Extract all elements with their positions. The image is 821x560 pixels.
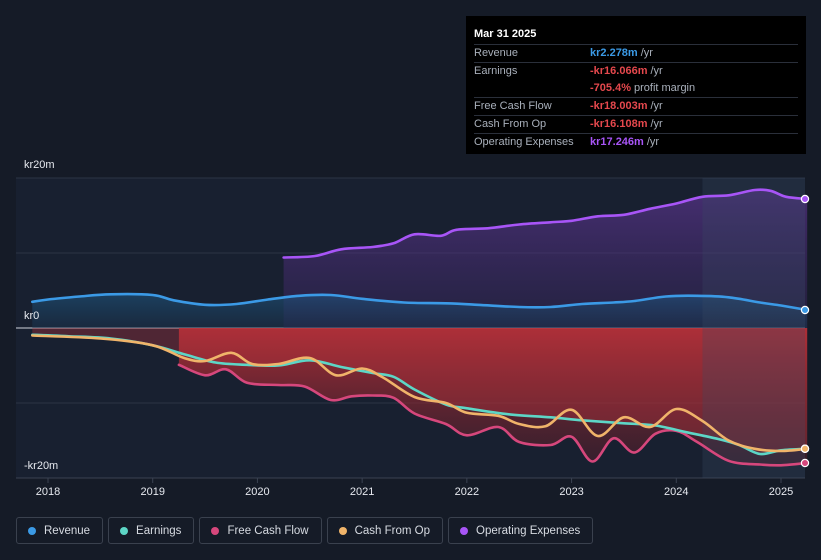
x-tick-label: 2022 [455,486,479,498]
legend-label: Free Cash Flow [227,524,309,537]
x-tick-label: 2020 [245,486,269,498]
tooltip-value: kr2.278m [590,47,638,59]
legend-label: Earnings [136,524,182,537]
end-marker-revenue [800,305,810,315]
forecast-region [702,178,805,478]
x-tick-label: 2023 [559,486,583,498]
opex-area [283,189,808,328]
y-tick-label-zero: kr0 [24,310,40,322]
legend-label: Operating Expenses [476,524,581,537]
tooltip-value: -kr18.003m [590,100,648,112]
end-marker-cash-from-op [800,444,810,453]
tooltip-value: -kr16.066m [590,65,648,77]
tooltip-row-earnings: Earnings -kr16.066m /yr [474,62,798,80]
tooltip-unit: /yr [646,136,660,148]
chart-legend: Revenue Earnings Free Cash Flow Cash Fro… [16,517,594,544]
legend-item-operating-expenses[interactable]: Operating Expenses [448,517,594,544]
x-tick-label: 2024 [664,486,688,498]
y-tick-label-top: kr20m [24,159,55,171]
free-cash-flow-area [178,328,808,466]
y-tick-label-bottom: -kr20m [24,460,59,472]
x-tick-label: 2021 [350,486,374,498]
tooltip-value: -kr16.108m [590,118,648,130]
tooltip-unit: /yr [650,118,663,130]
x-tick-label: 2025 [769,486,793,498]
legend-item-revenue[interactable]: Revenue [16,517,104,544]
series-line-operating-expenses [282,188,809,259]
tooltip-row-cash-from-op: Cash From Op -kr16.108m /yr [474,115,798,133]
tooltip-unit: /yr [640,47,653,59]
tooltip-value: kr17.246m [590,136,644,148]
tooltip-label: Free Cash Flow [474,100,552,112]
legend-dot-icon [338,526,347,535]
tooltip-unit: profit margin [633,82,696,94]
legend-label: Cash From Op [354,524,431,537]
end-marker-free-cash-flow [800,458,810,468]
tooltip-label: Earnings [474,65,518,77]
tooltip-date: Mar 31 2025 [474,28,537,40]
tooltip-label [474,80,590,97]
legend-item-free-cash-flow[interactable]: Free Cash Flow [199,517,322,544]
legend-item-cash-from-op[interactable]: Cash From Op [326,517,444,544]
legend-dot-icon [460,526,469,535]
x-tick-label: 2018 [36,486,60,498]
x-tick-label: 2019 [140,486,164,498]
tooltip-label: Cash From Op [474,118,547,130]
tooltip-unit: /yr [650,65,663,77]
series-line-revenue [30,292,809,312]
tooltip-unit: /yr [650,100,663,112]
end-marker-operating-expenses [800,194,810,204]
legend-dot-icon [211,526,220,535]
tooltip-label: Operating Expenses [474,136,574,148]
tooltip-row-free-cash-flow: Free Cash Flow -kr18.003m /yr [474,97,798,115]
legend-label: Revenue [44,524,91,537]
tooltip-row-profit-margin: -705.4% profit margin [474,80,798,97]
tooltip-row-revenue: Revenue kr2.278m /yr [474,44,798,62]
legend-dot-icon [28,526,36,535]
data-tooltip: Mar 31 2025 Revenue kr2.278m /yr Earning… [466,16,806,154]
series-line-free-cash-flow [177,363,809,467]
series-line-earnings [30,333,809,456]
legend-dot-icon [120,526,129,535]
legend-item-earnings[interactable]: Earnings [108,517,195,544]
tooltip-row-operating-expenses: Operating Expenses kr17.246m /yr [474,133,798,151]
tooltip-value: -705.4% [590,82,631,94]
tooltip-label: Revenue [474,47,519,59]
series-line-cash-from-op [30,334,809,453]
